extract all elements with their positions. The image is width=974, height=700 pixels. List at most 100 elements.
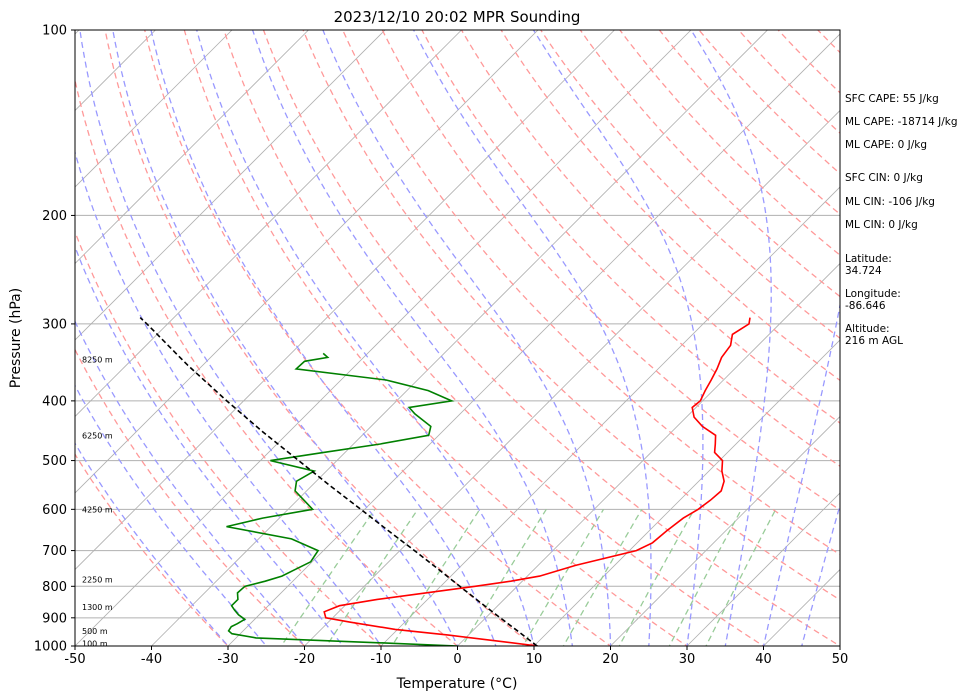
moist-adiabat-line [75,245,344,646]
dry-adiabat-line [75,452,229,646]
isotherm-line [75,30,539,494]
y-tick-label: 200 [42,209,67,224]
x-tick-label: 10 [526,652,543,667]
sfc-cape-text: SFC CAPE: 55 J/kg [845,93,939,105]
mixing-ratio-line [668,509,742,646]
dry-adiabat-line [618,30,840,257]
x-tick-label: -50 [64,652,85,667]
dry-adiabat-line [500,30,840,382]
isotherm-line [456,262,840,646]
isotherm-line [227,33,840,646]
x-tick-label: 50 [832,652,849,667]
dry-adiabat-line [460,30,840,424]
x-tick-label: -40 [141,652,162,667]
moist-adiabat-line [196,30,535,646]
isotherm-line [609,415,840,646]
moist-adiabat-line [251,30,573,646]
dry-adiabat-line [183,30,689,646]
moist-adiabat-line [75,384,268,646]
dry-adiabat-line [658,30,840,216]
y-tick-label: 600 [42,503,67,518]
chart-title: 2023/12/10 20:02 MPR Sounding [334,8,581,26]
moist-adiabat-line [75,320,306,646]
ml-cape-text: ML CAPE: -18714 J/kg [845,116,958,128]
isotherm-line [303,109,840,646]
height-label: 1300 m [82,603,113,612]
moist-adiabat-line [532,30,704,646]
altitude-text: Altitude: 216 m AGL [845,323,903,347]
height-label: 8250 m [82,356,113,365]
dry-adiabat-line [75,348,306,646]
isotherm-line [380,186,840,646]
dry-adiabat-line [104,30,536,646]
moist-adiabat-line [322,30,612,646]
height-label: 6250 m [82,431,113,440]
x-tick-label: 0 [453,652,461,667]
y-axis-label: Pressure (hPa) [8,288,24,388]
ml-cin-text: ML CIN: -106 J/kg [845,196,935,208]
mixing-ratio-line [280,508,376,646]
x-tick-label: 30 [679,652,696,667]
dry-adiabat-line [223,30,765,646]
dry-adiabat-line [698,30,840,175]
x-tick-label: -20 [294,652,315,667]
y-tick-label: 900 [42,611,67,626]
dry-adiabat-line [539,30,840,340]
dry-adiabat-line [75,230,382,646]
isotherm-line [75,30,233,188]
isotherm-line [75,30,616,571]
dry-adiabat-line [262,30,840,646]
x-axis-label: Temperature (°C) [396,676,518,692]
dry-adiabat-line [144,30,612,646]
mixing-ratio-line [618,508,695,646]
moist-adiabat-line [75,149,382,646]
y-tick-label: 400 [42,394,67,409]
x-tick-label: -30 [217,652,238,667]
mixing-ratio-line [522,508,605,646]
moist-adiabat-line [112,30,459,646]
height-label: 2250 m [82,576,113,585]
isotherm-line [75,30,310,265]
y-tick-label: 300 [42,317,67,332]
dry-adiabat-line [75,77,459,646]
dewpoint-profile-line [226,352,458,646]
isotherm-line [75,30,157,112]
dry-adiabat-line [579,30,840,298]
isotherm-line [150,30,769,646]
parcel-profile-line [139,317,538,646]
mixing-ratio-line [705,509,777,646]
moist-adiabat-line [150,30,497,646]
moist-adiabat-line [690,30,772,646]
x-tick-label: 20 [602,652,619,667]
isotherm-line [686,492,840,646]
moist-adiabat-line [801,502,840,646]
temperature-profile-line [323,317,751,646]
longitude-text: Longitude: -86.646 [845,288,901,312]
isotherm-line [75,30,692,646]
isotherm-line [75,30,386,341]
y-tick-label: 700 [42,544,67,559]
moist-adiabat-line [75,442,229,646]
height-label: 4250 m [82,505,113,514]
height-label: 500 m [82,627,108,636]
sfc-cin-text: SFC CIN: 0 J/kg [845,172,923,184]
mixing-ratio-line [461,508,547,646]
height-label: 100 m [82,639,108,648]
x-tick-label: -10 [370,652,391,667]
mixing-ratio-line [562,508,643,646]
mixing-ratio-line [325,508,419,646]
y-tick-label: 800 [42,580,67,595]
y-tick-label: 1000 [34,640,67,655]
y-tick-label: 500 [42,454,67,469]
ml-cape-text-2: ML CAPE: 0 J/kg [845,139,928,151]
moist-adiabat-line [412,30,652,646]
isotherm-line [903,16,974,659]
ml-cin-text-2: ML CIN: 0 J/kg [845,219,918,231]
y-tick-label: 100 [42,24,67,39]
x-tick-label: 40 [755,652,772,667]
latitude-text: Latitude: 34.724 [845,253,892,277]
moist-adiabat-line [79,30,421,646]
moist-adiabat-line [762,302,840,646]
plot-frame [74,29,841,647]
mixing-ratio-line [391,508,481,646]
